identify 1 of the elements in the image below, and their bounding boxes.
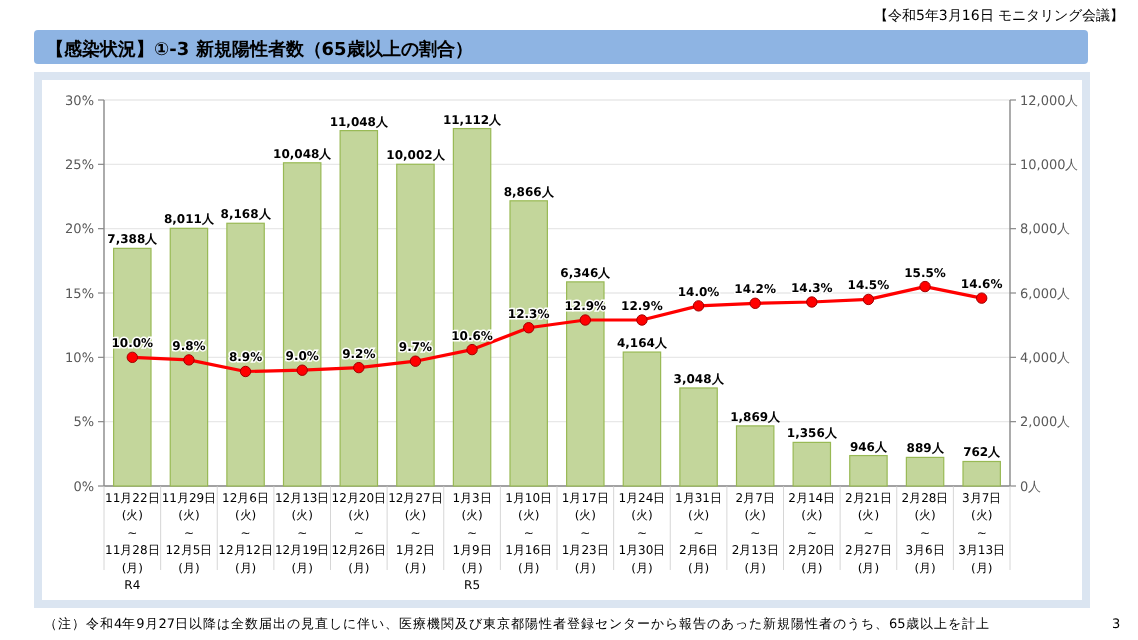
chart-title: 【感染状況】①-3 新規陽性者数（65歳以上の割合）: [46, 39, 473, 61]
